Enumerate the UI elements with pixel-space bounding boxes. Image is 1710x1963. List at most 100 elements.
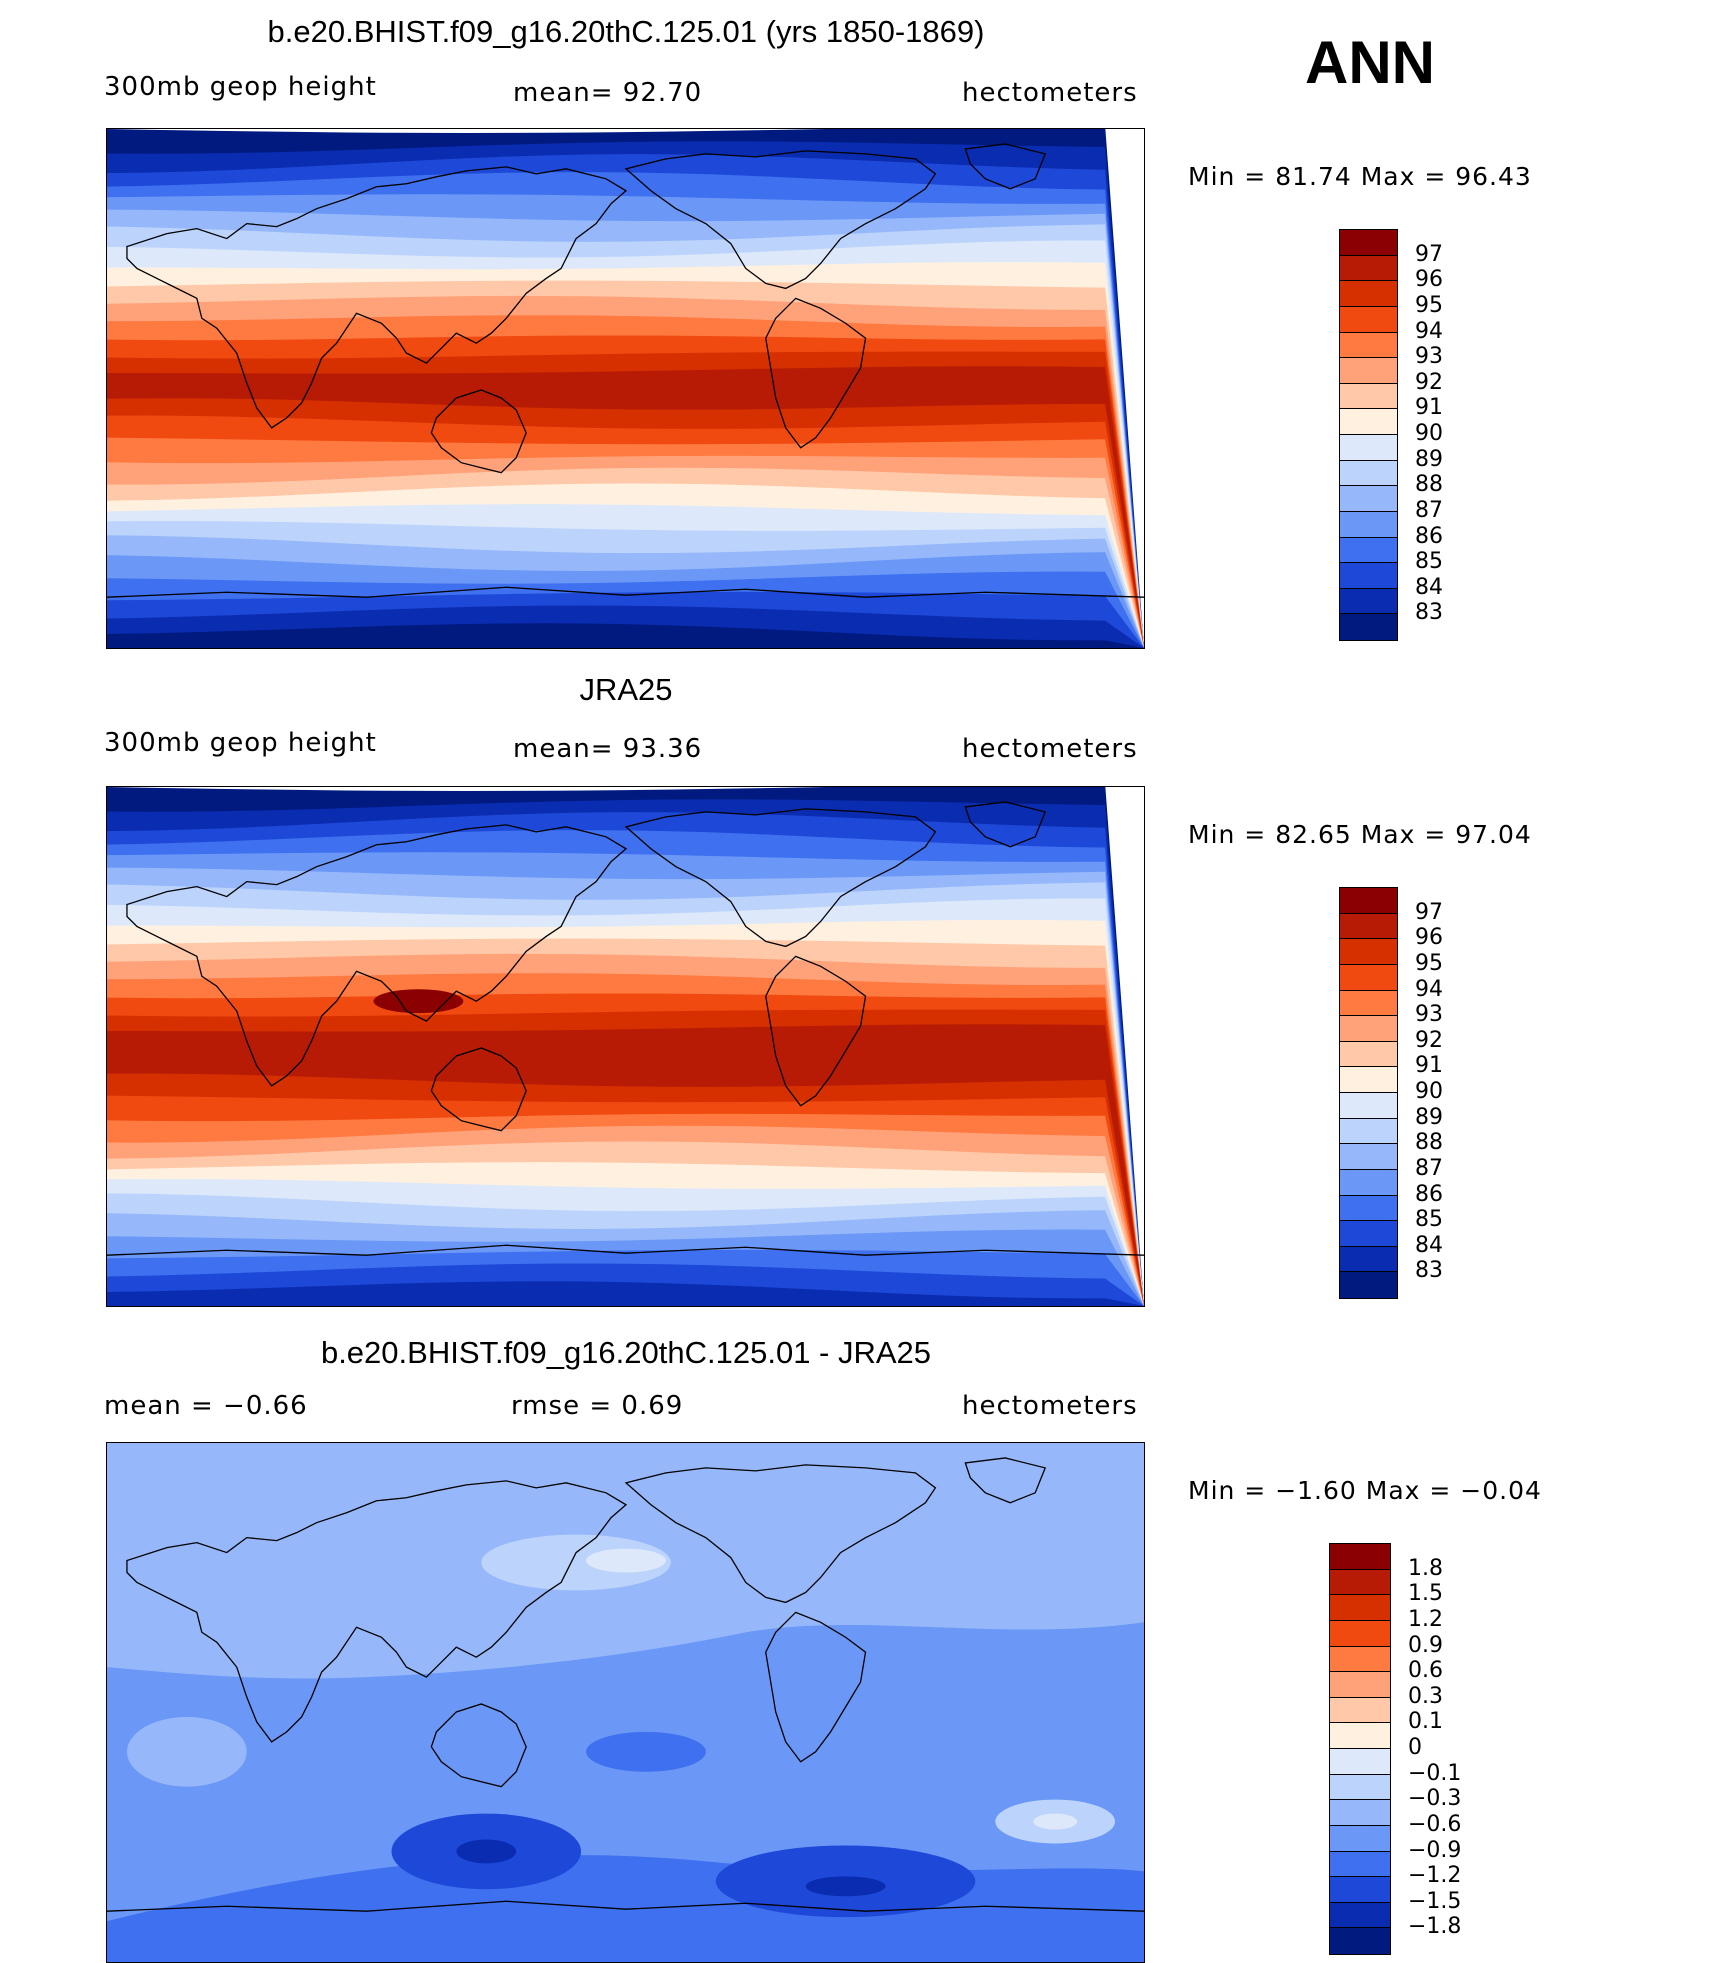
colorbar-swatch [1340, 1195, 1397, 1222]
panel3-map [106, 1442, 1145, 1963]
colorbar-label: 87 [1415, 497, 1443, 523]
colorbar-swatch [1330, 1646, 1390, 1673]
colorbar-swatch [1340, 1016, 1397, 1042]
colorbar-swatch [1330, 1800, 1390, 1826]
colorbar-swatch [1340, 537, 1397, 564]
colorbar-swatch [1340, 511, 1397, 538]
colorbar-swatch [1340, 230, 1397, 256]
panel3-colorbar [1329, 1543, 1391, 1955]
colorbar-label: 89 [1415, 446, 1443, 472]
colorbar-swatch [1340, 1067, 1397, 1093]
colorbar-label: −1.5 [1408, 1888, 1462, 1914]
coastline [765, 1611, 867, 1763]
panel2-mean-label: mean= 93.36 [513, 734, 703, 764]
panel1-variable-label: 300mb geop height [104, 72, 377, 102]
colorbar-swatch [1340, 1246, 1397, 1273]
coastline [964, 801, 1047, 848]
colorbar-swatch [1340, 1041, 1397, 1068]
panel3-title: b.e20.BHIST.f09_g16.20thC.125.01 - JRA25 [320, 1335, 932, 1370]
contour-max-blob [373, 989, 464, 1014]
colorbar-label: 90 [1415, 1079, 1443, 1104]
colorbar-label: 97 [1415, 899, 1443, 925]
contour-region [481, 1534, 671, 1591]
colorbar-swatch [1330, 1851, 1390, 1878]
contour-region [586, 1548, 666, 1573]
panel1-mean-label: mean= 92.70 [513, 78, 703, 108]
colorbar-swatch [1330, 1544, 1390, 1570]
colorbar-label: −1.8 [1408, 1914, 1462, 1940]
colorbar-label: 85 [1415, 549, 1443, 575]
colorbar-swatch [1340, 888, 1397, 914]
colorbar-label: 0.1 [1408, 1709, 1443, 1735]
colorbar-swatch [1340, 1118, 1397, 1145]
colorbar-label: 94 [1415, 318, 1443, 344]
contour-region [805, 1876, 886, 1897]
coastline [765, 297, 867, 449]
colorbar-label: −0.1 [1408, 1760, 1462, 1786]
coastline [126, 1480, 628, 1743]
colorbar-swatch [1330, 1902, 1390, 1929]
colorbar-swatch [1340, 460, 1397, 487]
colorbar-swatch [1330, 1723, 1390, 1749]
contour-region [107, 1926, 1144, 1962]
colorbar-label: 90 [1415, 421, 1443, 446]
panel3-rmse-label: rmse = 0.69 [511, 1391, 684, 1421]
colorbar-label: 91 [1415, 1053, 1443, 1079]
colorbar-label: 0.6 [1408, 1658, 1443, 1684]
panel2-contour-map [107, 787, 1144, 1306]
panel1-map [106, 128, 1145, 649]
colorbar-swatch [1340, 332, 1397, 359]
colorbar-swatch [1340, 1169, 1397, 1196]
colorbar-swatch [1340, 281, 1397, 307]
panel1-units-label: hectometers [962, 78, 1138, 108]
coastline [624, 1464, 937, 1604]
colorbar-swatch [1340, 1144, 1397, 1170]
colorbar-swatch [1330, 1774, 1390, 1801]
colorbar-label: 95 [1415, 950, 1443, 976]
colorbar-label: 1.2 [1408, 1606, 1443, 1632]
colorbar-swatch [1330, 1749, 1390, 1775]
colorbar-label: 96 [1415, 267, 1443, 293]
coastline [964, 1457, 1047, 1504]
coastline [964, 143, 1047, 190]
colorbar-swatch [1340, 383, 1397, 410]
contour-region [456, 1839, 517, 1864]
colorbar-swatch [1330, 1672, 1390, 1698]
colorbar-label: 86 [1415, 1181, 1443, 1207]
panel2-title: JRA25 [579, 672, 673, 707]
coastline [126, 166, 628, 429]
panel3-units-label: hectometers [962, 1391, 1138, 1421]
colorbar-label: 84 [1415, 574, 1443, 600]
colorbar-label: 96 [1415, 925, 1443, 951]
coastline [430, 389, 527, 474]
colorbar-swatch [1340, 913, 1397, 940]
coastline [126, 824, 628, 1087]
colorbar-swatch [1340, 486, 1397, 512]
panel2-colorbar [1339, 887, 1398, 1299]
colorbar-swatch [1340, 939, 1397, 965]
coastline [430, 1047, 527, 1132]
coastline [107, 1244, 1144, 1256]
colorbar-label: 88 [1415, 472, 1443, 498]
panel1-colorbar [1339, 229, 1398, 641]
colorbar-label: 92 [1415, 1027, 1443, 1053]
colorbar-label: 89 [1415, 1104, 1443, 1130]
colorbar-label: 0.9 [1408, 1632, 1443, 1658]
panel3-minmax: Min = −1.60 Max = −0.04 [1188, 1476, 1542, 1505]
colorbar-swatch [1330, 1825, 1390, 1852]
panel1-colorbar-labels: 97 96 95 94 93 92 91 90 89 88 87 86 85 84 83 [1415, 229, 1495, 641]
panel2-colorbar-labels: 97 96 95 94 93 92 91 90 89 88 87 86 85 84 83 [1415, 887, 1495, 1299]
colorbar-swatch [1330, 1928, 1390, 1954]
colorbar-label: 94 [1415, 976, 1443, 1002]
colorbar-swatch [1330, 1595, 1390, 1621]
coastline [107, 586, 1144, 598]
colorbar-swatch [1340, 255, 1397, 282]
contour-region [1033, 1813, 1078, 1830]
panel1-contour-map [107, 129, 1144, 648]
colorbar-label: 83 [1415, 1258, 1443, 1284]
panel2-minmax: Min = 82.65 Max = 97.04 [1188, 820, 1532, 849]
colorbar-swatch [1330, 1620, 1390, 1647]
colorbar-swatch [1340, 990, 1397, 1017]
colorbar-label: 93 [1415, 1002, 1443, 1028]
contour-region [586, 1731, 706, 1772]
